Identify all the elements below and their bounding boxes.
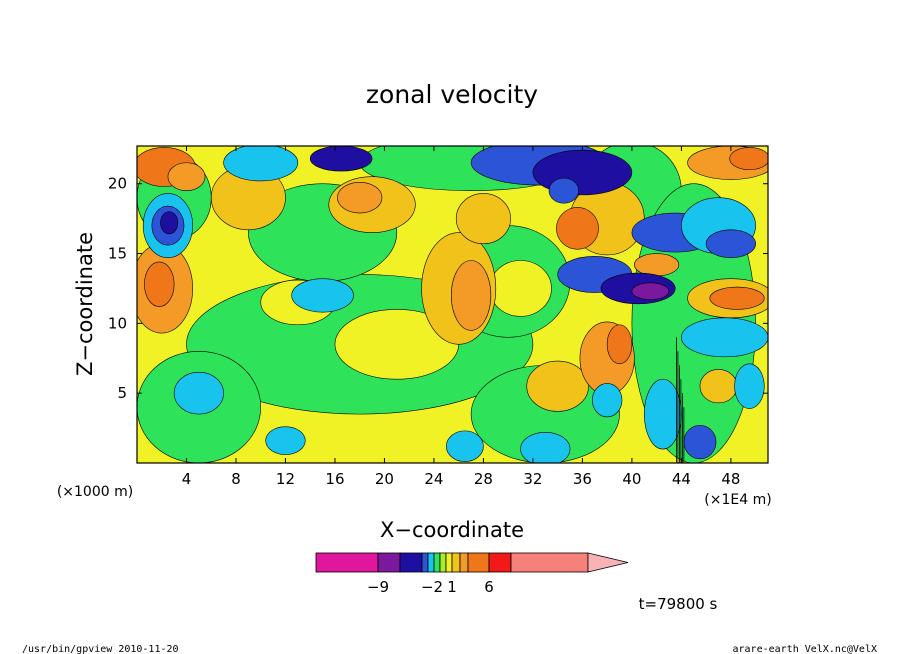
colorbar-swatch-11 bbox=[488, 552, 512, 573]
contour-region bbox=[631, 282, 670, 300]
contour-region bbox=[606, 324, 633, 365]
x-tick-label-20: 20 bbox=[375, 470, 394, 488]
velocity-field bbox=[137, 146, 768, 463]
colorbar-swatch-9 bbox=[459, 552, 469, 573]
contour-region bbox=[291, 278, 354, 313]
colorbar-swatch-4 bbox=[427, 552, 435, 573]
contour-region bbox=[556, 207, 599, 250]
colorbar-swatch-12 bbox=[510, 552, 589, 573]
contour-region bbox=[734, 363, 765, 409]
contour-region bbox=[643, 378, 682, 450]
contour-region bbox=[683, 424, 717, 460]
x-axis: 4 8 12 16 20 24 28 32 36 40 44 48 bbox=[182, 146, 740, 488]
x-tick-label-4: 4 bbox=[182, 470, 192, 488]
contour-region bbox=[337, 182, 383, 214]
contour-region bbox=[526, 360, 589, 412]
contour-region bbox=[520, 431, 571, 463]
contour-region bbox=[223, 146, 299, 182]
x-tick-label-8: 8 bbox=[231, 470, 241, 488]
x-tick-label-16: 16 bbox=[325, 470, 344, 488]
contour-region bbox=[634, 253, 680, 277]
contour-region bbox=[729, 147, 768, 171]
x-tick-label-36: 36 bbox=[573, 470, 592, 488]
colorbar-swatch-6 bbox=[439, 552, 447, 573]
y-tick-label-5: 5 bbox=[117, 384, 127, 402]
colorbar-swatch-1 bbox=[377, 552, 401, 573]
chart-title: zonal velocity bbox=[366, 80, 538, 109]
colorbar-label-0: −9 bbox=[367, 578, 389, 596]
colorbar-label-3: 6 bbox=[484, 578, 494, 596]
plot-area bbox=[137, 146, 768, 463]
colorbar-label-1: −2 bbox=[421, 578, 443, 596]
contour-region bbox=[548, 177, 580, 204]
contour-region bbox=[446, 430, 484, 462]
x-tick-label-44: 44 bbox=[672, 470, 691, 488]
y-axis-label: Z−coordinate bbox=[73, 232, 97, 376]
colorbar-swatch-7 bbox=[445, 552, 453, 573]
colorbar-swatch-3 bbox=[421, 552, 429, 573]
contour-region bbox=[173, 371, 224, 415]
x-tick-label-48: 48 bbox=[721, 470, 740, 488]
contour-region bbox=[450, 260, 492, 331]
y-tick-label-20: 20 bbox=[108, 175, 127, 193]
contour-region bbox=[309, 146, 373, 172]
colorbar-swatch-2 bbox=[399, 552, 423, 573]
colorbar bbox=[315, 552, 629, 573]
x-tick-label-32: 32 bbox=[523, 470, 542, 488]
x-unit-label: (×1E4 m) bbox=[704, 492, 771, 508]
x-axis-label: X−coordinate bbox=[380, 518, 524, 542]
contour-region bbox=[167, 162, 206, 191]
x-tick-label-40: 40 bbox=[622, 470, 641, 488]
x-tick-label-12: 12 bbox=[276, 470, 295, 488]
colorbar-extend-arrow bbox=[587, 552, 629, 573]
colorbar-labels: −9 −2 1 6 bbox=[367, 578, 494, 596]
contour-region bbox=[705, 229, 756, 259]
y-unit-label: (×1000 m) bbox=[57, 484, 133, 500]
footer-left: /usr/bin/gpview 2010-11-20 bbox=[22, 644, 179, 654]
contour-region bbox=[489, 260, 552, 317]
y-tick-label-10: 10 bbox=[108, 314, 127, 332]
time-label: t=79800 s bbox=[639, 595, 718, 613]
colorbar-swatch-0 bbox=[315, 552, 379, 573]
colorbar-swatch-5 bbox=[433, 552, 441, 573]
colorbar-swatch-8 bbox=[451, 552, 461, 573]
contour-region bbox=[265, 426, 306, 455]
contour-region bbox=[709, 286, 765, 310]
plot-frame bbox=[136, 145, 769, 464]
contour-region bbox=[532, 149, 633, 196]
colorbar-label-2: 1 bbox=[447, 578, 457, 596]
contour-region bbox=[592, 383, 623, 418]
y-tick-label-15: 15 bbox=[108, 245, 127, 263]
x-tick-label-24: 24 bbox=[424, 470, 443, 488]
y-axis: 5 10 15 20 bbox=[108, 175, 768, 402]
contour-region bbox=[160, 211, 179, 235]
contour-region bbox=[699, 369, 738, 404]
footer-right: arare-earth_VelX.nc@VelX bbox=[733, 644, 878, 654]
colorbar-swatch-10 bbox=[467, 552, 490, 573]
contour-region bbox=[144, 261, 175, 307]
x-tick-label-28: 28 bbox=[474, 470, 493, 488]
contour-region bbox=[681, 317, 768, 358]
contour-region bbox=[455, 193, 511, 245]
